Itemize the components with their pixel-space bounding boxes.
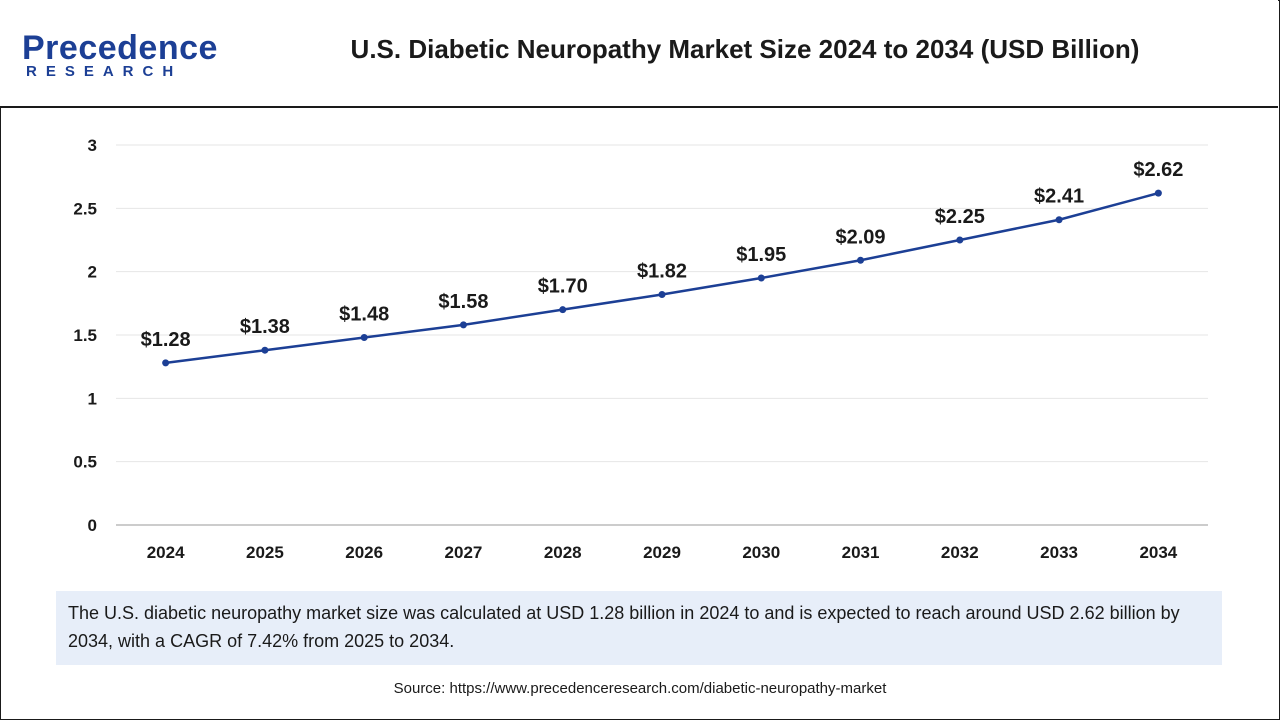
data-point	[459, 321, 467, 329]
x-tick-label: 2027	[445, 543, 483, 562]
data-label: $1.95	[736, 244, 786, 266]
y-tick-label: 0	[88, 516, 97, 535]
y-tick-label: 2.5	[73, 199, 97, 218]
data-point	[360, 334, 368, 342]
data-point	[1055, 216, 1063, 224]
data-label: $1.70	[538, 276, 588, 298]
data-point	[658, 290, 666, 298]
y-tick-label: 1	[88, 389, 97, 408]
data-label: $2.25	[935, 206, 985, 228]
header: Precedence RESEARCH U.S. Diabetic Neurop…	[0, 0, 1278, 108]
x-axis-ticks: 2024 2025 2026 2027 2028 2029 2030 2031 2032 2033…	[147, 543, 1178, 562]
x-tick-label: 2032	[941, 543, 979, 562]
y-tick-label: 0.5	[73, 453, 97, 472]
data-point	[261, 346, 269, 354]
data-label: $2.09	[836, 226, 886, 248]
y-tick-label: 1.5	[73, 326, 97, 345]
data-point	[757, 274, 765, 282]
data-point	[559, 306, 567, 314]
brand-name: Precedence	[22, 29, 218, 67]
data-point	[1154, 189, 1162, 197]
x-tick-label: 2031	[842, 543, 880, 562]
gridlines	[116, 144, 1208, 463]
x-tick-label: 2029	[643, 543, 681, 562]
line-chart: 00.511.522.53 2024 2025 2026 2027 2028 2029 20…	[73, 136, 1208, 562]
data-label: $2.62	[1133, 159, 1183, 181]
data-points	[162, 189, 1162, 367]
x-tick-label: 2026	[345, 543, 383, 562]
data-labels: $1.28 $1.38 $1.48 $1.58 $1.70 $1.82 $1.95 $2.09…	[141, 159, 1184, 351]
data-label: $1.58	[438, 291, 488, 313]
x-tick-label: 2030	[742, 543, 780, 562]
x-tick-label: 2028	[544, 543, 582, 562]
data-label: $1.82	[637, 260, 687, 282]
data-point	[162, 359, 170, 367]
data-label: $1.28	[141, 329, 191, 351]
data-label: $1.48	[339, 304, 389, 326]
source-text: Source: https://www.precedenceresearch.c…	[393, 680, 887, 697]
data-point	[956, 236, 964, 244]
chart-title: U.S. Diabetic Neuropathy Market Size 202…	[350, 34, 1140, 64]
summary-text: The U.S. diabetic neuropathy market size…	[56, 591, 1222, 665]
brand-subname: RESEARCH	[26, 63, 183, 80]
brand-logo: Precedence RESEARCH	[22, 30, 217, 82]
x-tick-label: 2034	[1139, 543, 1177, 562]
x-tick-label: 2033	[1040, 543, 1078, 562]
data-label: $2.41	[1034, 186, 1084, 208]
y-tick-label: 3	[88, 136, 97, 155]
y-axis-ticks: 0 0.5 1 1.5 2 2.5 3	[73, 136, 97, 535]
data-point	[857, 256, 865, 264]
y-tick-label: 2	[88, 263, 97, 282]
data-label: $1.38	[240, 316, 290, 338]
x-tick-label: 2024	[147, 543, 185, 562]
x-tick-label: 2025	[246, 543, 284, 562]
